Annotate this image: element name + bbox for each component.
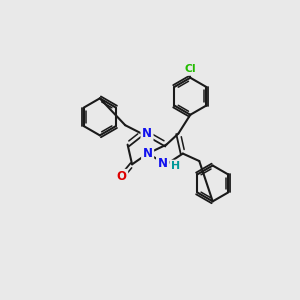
Text: Cl: Cl bbox=[184, 64, 196, 74]
Text: N: N bbox=[142, 127, 152, 140]
Text: H: H bbox=[171, 161, 180, 171]
Text: N: N bbox=[142, 147, 153, 160]
Text: N: N bbox=[158, 157, 167, 169]
Text: O: O bbox=[117, 170, 127, 183]
